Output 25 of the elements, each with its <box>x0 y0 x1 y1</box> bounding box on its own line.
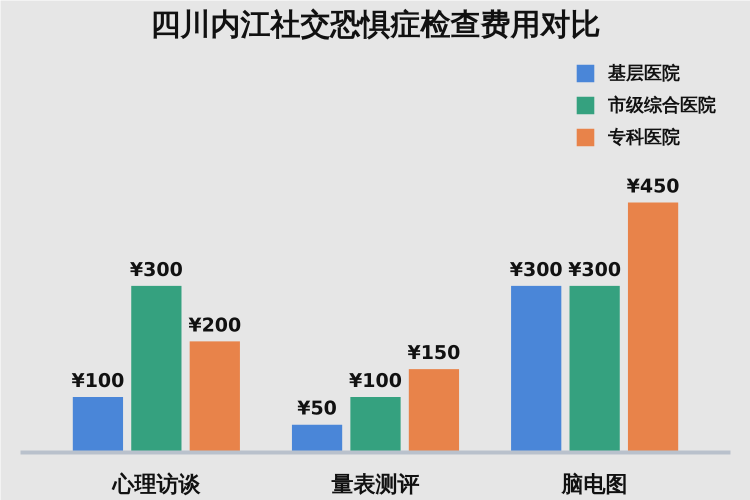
data-label: ¥150 <box>407 342 460 364</box>
data-label: ¥50 <box>297 398 337 420</box>
bar <box>628 202 678 452</box>
bar <box>511 286 562 452</box>
data-label: ¥300 <box>510 258 563 281</box>
legend-label: 基层医院 <box>608 62 680 85</box>
legend-label: 专科医院 <box>608 126 680 149</box>
bar <box>292 424 342 452</box>
data-label: ¥300 <box>568 258 622 281</box>
bar <box>408 369 460 452</box>
data-label: ¥100 <box>71 370 124 392</box>
bar <box>72 396 124 452</box>
bar <box>131 286 182 452</box>
legend-label: 市级综合医院 <box>608 94 716 117</box>
data-label: ¥200 <box>188 314 242 336</box>
data-label: ¥100 <box>349 370 402 392</box>
bar <box>350 396 401 452</box>
data-label: ¥300 <box>130 258 183 281</box>
chart-title: 四川内江社交恐惧症检查费用对比 <box>150 8 600 42</box>
x-tick-label: 脑电图 <box>560 472 628 498</box>
bar <box>190 341 240 452</box>
x-tick-label: 心理访谈 <box>111 472 202 498</box>
data-label: ¥450 <box>626 176 680 198</box>
bar <box>570 286 620 452</box>
x-tick-label: 量表测评 <box>330 472 420 498</box>
